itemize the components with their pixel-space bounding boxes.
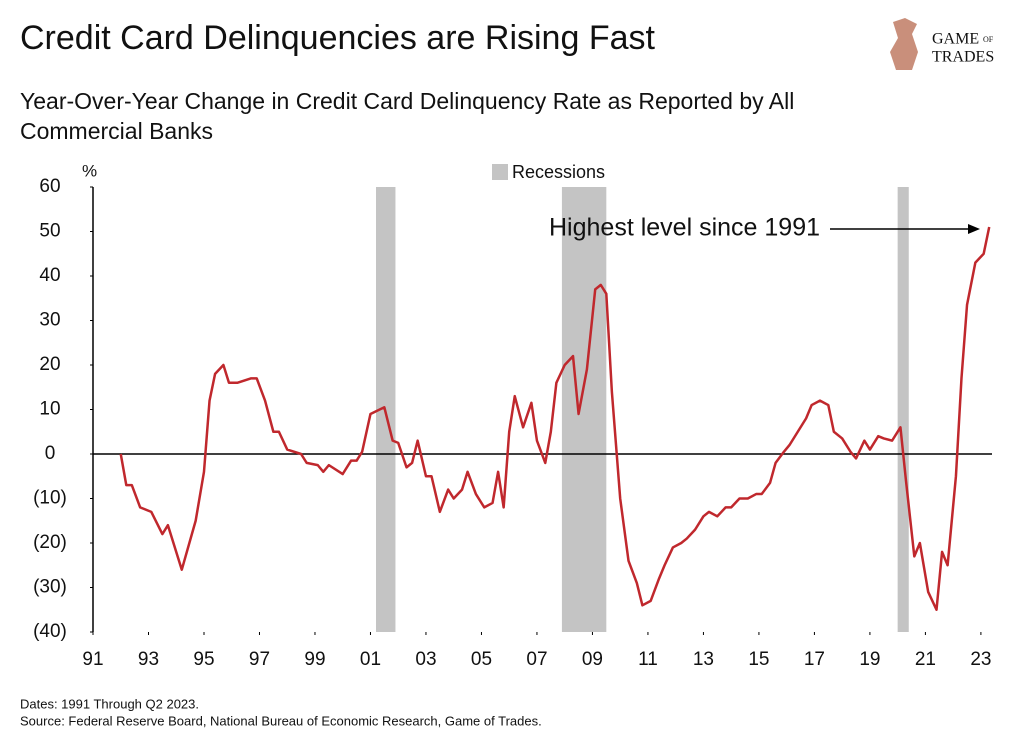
chart-title: Credit Card Delinquencies are Rising Fas… <box>20 19 655 57</box>
x-tick-label: 21 <box>915 649 936 670</box>
x-tick-label: 01 <box>360 649 381 670</box>
footnote: Dates: 1991 Through Q2 2023. <box>20 696 199 711</box>
logo: GAME OF TRADES <box>890 18 994 70</box>
recession-band <box>561 187 607 632</box>
x-tick-label: 95 <box>193 649 214 670</box>
x-tick-label: 03 <box>415 649 436 670</box>
y-tick-label: 20 <box>39 354 60 375</box>
y-tick-label: 60 <box>39 176 60 197</box>
x-tick-label: 11 <box>638 649 658 670</box>
logo-icon <box>890 18 918 70</box>
x-tick-label: 13 <box>693 649 714 670</box>
recession-band <box>897 187 909 632</box>
data-line <box>119 226 991 611</box>
y-unit: % <box>82 161 97 180</box>
x-tick-label: 15 <box>748 649 769 670</box>
x-tick-label: 23 <box>970 649 991 670</box>
annotation: Highest level since 1991 <box>549 214 820 242</box>
x-tick-label: 97 <box>249 649 270 670</box>
y-tick-label: 50 <box>39 221 60 242</box>
x-tick-label: 19 <box>859 649 880 670</box>
x-tick-label: 09 <box>582 649 603 670</box>
y-tick-label: (30) <box>33 577 67 598</box>
chart-subtitle: Commercial Banks <box>20 118 213 144</box>
logo-text: OF <box>983 35 994 44</box>
y-tick-label: 10 <box>39 399 60 420</box>
logo-text: TRADES <box>932 49 994 66</box>
x-tick-label: 05 <box>471 649 492 670</box>
x-tick-label: 91 <box>82 649 103 670</box>
y-tick-label: (20) <box>33 532 67 553</box>
x-tick-label: 17 <box>804 649 825 670</box>
y-tick-label: (40) <box>33 621 67 642</box>
y-tick-label: 40 <box>39 265 60 286</box>
legend-swatch <box>492 164 508 180</box>
y-tick-label: 30 <box>39 310 60 331</box>
logo-text: GAME <box>932 31 979 48</box>
x-tick-label: 07 <box>526 649 547 670</box>
annotation-arrowhead <box>968 224 980 234</box>
x-tick-label: 93 <box>138 649 159 670</box>
footnote: Source: Federal Reserve Board, National … <box>20 713 542 728</box>
y-tick-label: 0 <box>45 443 56 464</box>
legend-label: Recessions <box>512 162 605 182</box>
chart-subtitle: Year-Over-Year Change in Credit Card Del… <box>20 88 794 114</box>
x-tick-label: 99 <box>304 649 325 670</box>
y-tick-label: (10) <box>33 488 67 509</box>
